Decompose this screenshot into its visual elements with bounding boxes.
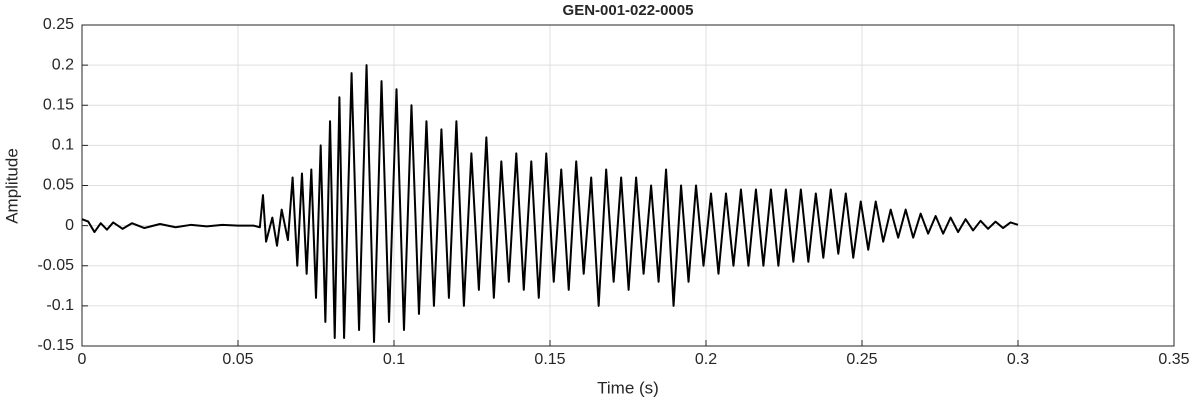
x-axis-label: Time (s) [597, 378, 659, 397]
y-tick-label: 0.1 [52, 137, 74, 154]
y-tick-label: 0.15 [43, 96, 74, 113]
x-tick-label: 0.3 [1007, 351, 1029, 368]
x-tick-label: 0 [78, 351, 87, 368]
y-tick-label: 0.25 [43, 16, 74, 33]
x-tick-label: 0.35 [1158, 351, 1189, 368]
y-tick-label: -0.15 [38, 337, 75, 354]
y-tick-label: 0 [65, 217, 74, 234]
x-tick-label: 0.25 [846, 351, 877, 368]
x-tick-label: 0.15 [534, 351, 565, 368]
y-tick-label: 0.2 [52, 56, 74, 73]
waveform-line [81, 64, 1019, 343]
y-axis-label: Amplitude [2, 148, 21, 224]
x-tick-label: 0.05 [222, 351, 253, 368]
y-tick-label: -0.1 [46, 297, 74, 314]
y-tick-label: -0.05 [38, 257, 75, 274]
x-tick-label: 0.2 [695, 351, 717, 368]
axes-box [81, 24, 1175, 347]
x-tick-label: 0.1 [383, 351, 405, 368]
chart-title: GEN-001-022-0005 [563, 2, 694, 19]
y-tick-label: 0.05 [43, 177, 74, 194]
